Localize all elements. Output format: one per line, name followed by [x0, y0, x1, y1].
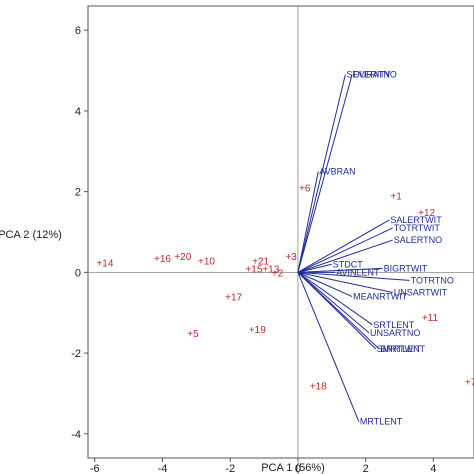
- point-label: +17: [225, 293, 242, 304]
- point-label: +20: [174, 252, 191, 263]
- score-points: +1 +2+3 +5 +6 +7 +10 +11 +12 +13 +14 +15 +16 +17 +18 +…: [96, 184, 474, 393]
- x-tick-label: -6: [90, 463, 100, 474]
- y-tick-label: 2: [75, 187, 81, 199]
- vector-label: SMRTLENT: [377, 344, 426, 354]
- vector-line: [297, 219, 390, 273]
- point-label: +15: [245, 264, 262, 275]
- vector-label: AVBRAN: [319, 166, 355, 176]
- y-tick-label: -2: [71, 348, 81, 360]
- y-axis-ticks: -4 -2 0 2 4 6: [71, 25, 88, 441]
- point-label: +2: [272, 268, 284, 279]
- vector-line: [297, 267, 383, 273]
- x-axis-title: PCA 1 (56%): [261, 462, 325, 474]
- vector-line: [297, 271, 410, 281]
- point-label: +10: [198, 256, 215, 267]
- vector-label: UNSARTWIT: [394, 288, 448, 298]
- vector-label: TOTRTNO: [411, 275, 454, 285]
- point-label: +18: [310, 381, 327, 392]
- vector-label: AVINLENT: [336, 267, 380, 277]
- point-label: +3: [285, 252, 297, 263]
- plot-frame: [87, 5, 474, 459]
- point-label: +5: [187, 329, 199, 340]
- vector-label: MEANRTWIT: [353, 292, 408, 302]
- vector-label: STDCT: [333, 259, 363, 269]
- vector-label: SALERTWIT: [390, 215, 442, 225]
- x-axis-ticks: -6 -4 -2 0 2 4: [90, 458, 436, 474]
- vector-line: [297, 227, 393, 273]
- x-tick-label: 2: [363, 463, 369, 474]
- x-tick-label: -4: [158, 463, 168, 474]
- vector-label: SRTLENT: [373, 320, 414, 330]
- vector-label: BIGRTWIT: [384, 263, 428, 273]
- y-axis-title: PCA 2 (12%): [0, 229, 62, 241]
- point-label: +13: [262, 264, 279, 275]
- vector-label: DURATNO: [353, 70, 397, 80]
- vector-line: [297, 271, 373, 326]
- point-label: +6: [299, 184, 311, 195]
- vector-line: [297, 271, 353, 298]
- point-label: +16: [154, 254, 171, 265]
- vector-label: MRTLENT: [360, 417, 403, 427]
- vector-line: [297, 171, 319, 273]
- vector-line: [297, 74, 353, 273]
- vector-line: [297, 271, 370, 334]
- vector-line: [297, 74, 346, 273]
- vector-label: BRRTWIT: [380, 344, 421, 354]
- x-tick-label: -2: [225, 463, 235, 474]
- zero-lines: [88, 6, 474, 458]
- point-label: +14: [96, 258, 113, 269]
- vector-line: [297, 271, 380, 350]
- point-label: +11: [422, 313, 439, 324]
- point-label: +21: [252, 256, 269, 267]
- vector-label: TOTRTWIT: [394, 223, 441, 233]
- y-tick-label: 6: [75, 25, 81, 37]
- point-label: +19: [249, 325, 266, 336]
- vector-label: UNSARTNO: [370, 328, 420, 338]
- vector-line: [297, 263, 332, 273]
- vector-line: [297, 272, 360, 422]
- y-tick-label: 0: [75, 267, 81, 279]
- vector-label: SALERTNO: [394, 235, 442, 245]
- y-tick-label: 4: [75, 106, 81, 118]
- point-label: +7: [465, 377, 474, 388]
- x-tick-label: 4: [430, 463, 436, 474]
- y-tick-label: -4: [71, 429, 81, 441]
- vector-line: [297, 271, 393, 294]
- point-label: +1: [390, 192, 402, 203]
- vector-line: [297, 239, 393, 273]
- x-tick-label: 0: [295, 463, 301, 474]
- point-label: +12: [418, 208, 435, 219]
- vector-label: SEVERITY: [346, 70, 391, 80]
